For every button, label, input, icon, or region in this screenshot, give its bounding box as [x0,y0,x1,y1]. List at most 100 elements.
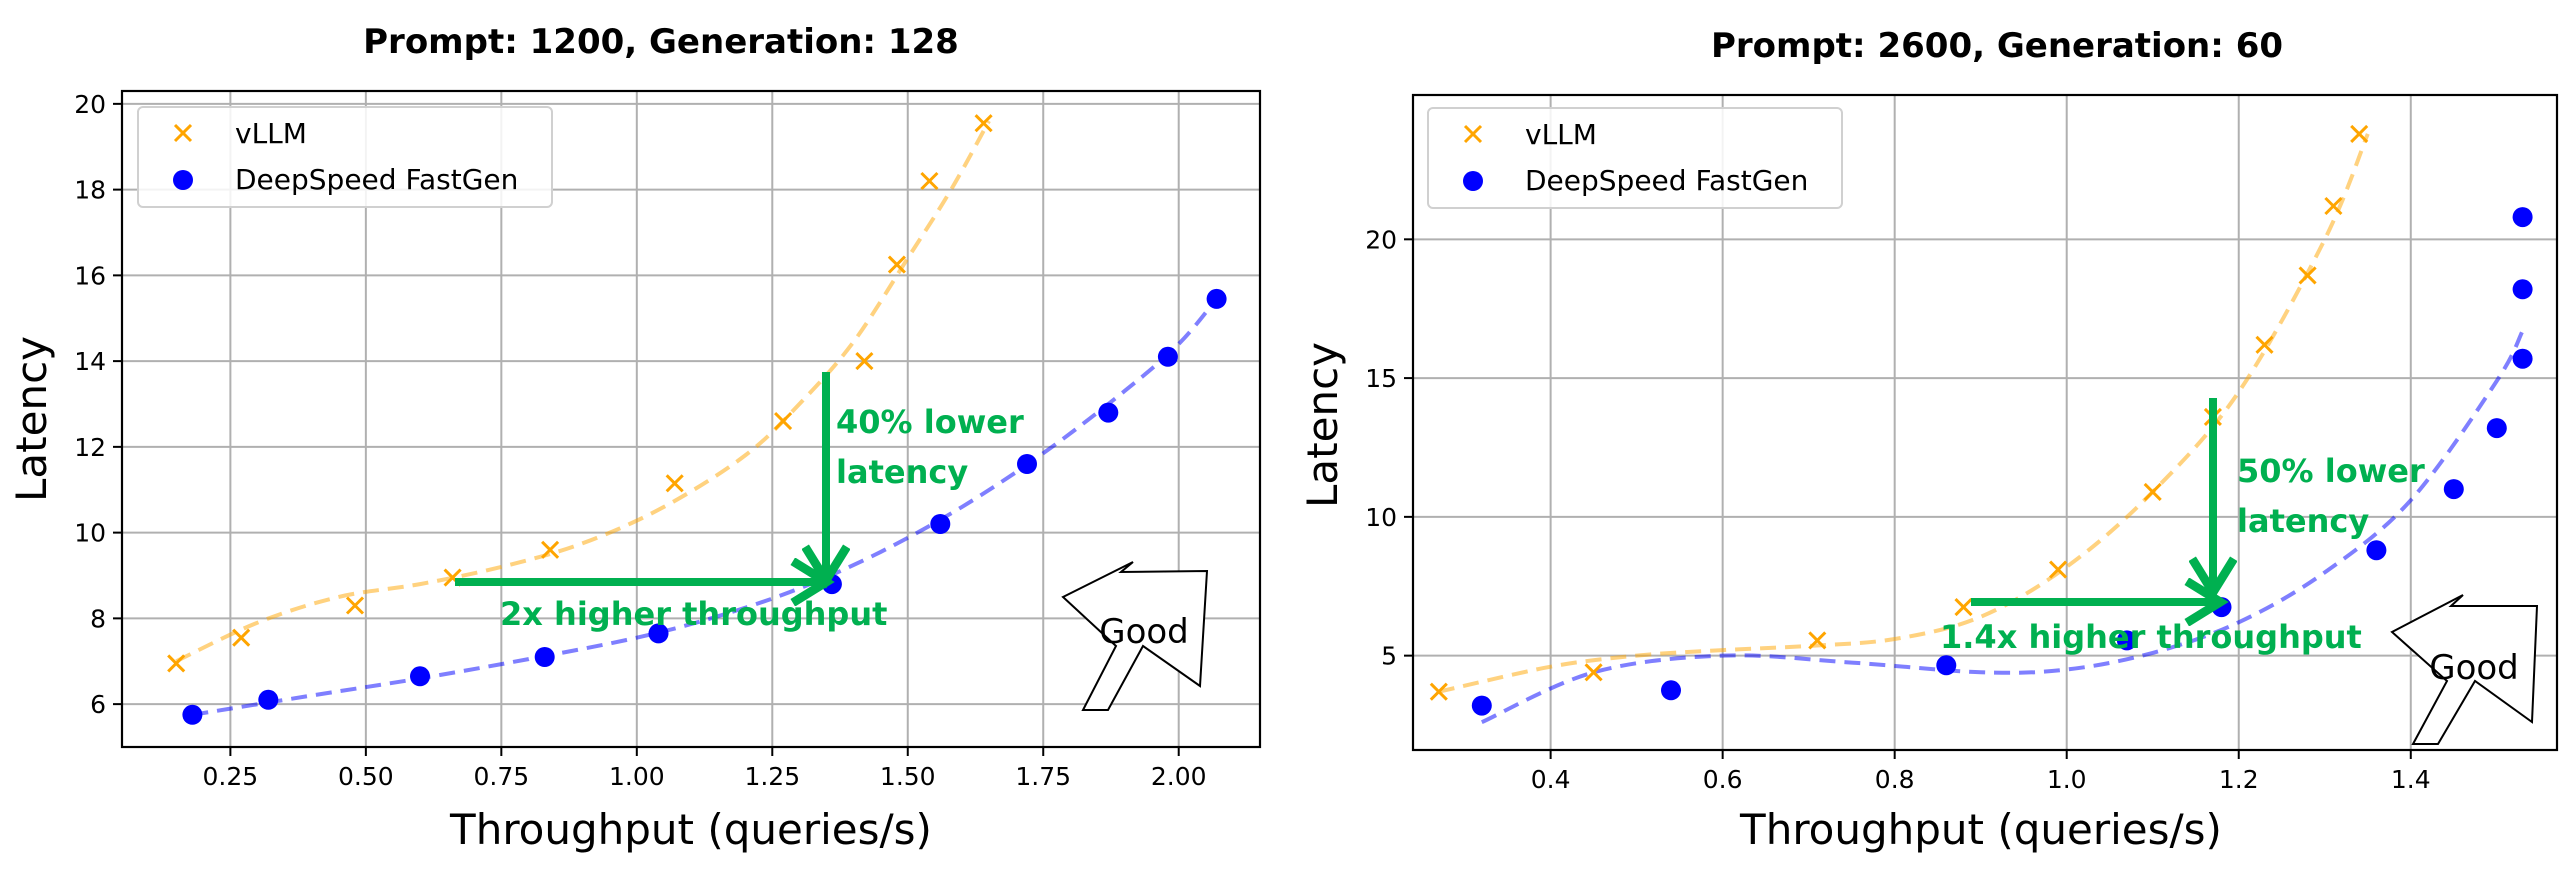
data-points [1429,124,2533,716]
vllm-point [1429,682,1448,701]
vllm-point [345,596,365,615]
vllm-point [887,255,906,274]
vllm-point [2324,196,2343,216]
good-indicator: Good [1061,561,1209,711]
plot-frame [1411,93,2559,752]
deepspeed-fastgen-point [1661,680,1681,701]
y-axis-label: Latency [1298,342,1347,508]
deepspeed-fastgen-point [2512,279,2533,300]
deepspeed-fastgen-point [1206,288,1227,309]
legend-fastgen-label: DeepSpeed FastGen [235,163,518,196]
good-arrow-icon [1061,561,1209,711]
x-tick-label: 0.75 [473,762,529,791]
deepspeed-fastgen-point [534,647,555,667]
legend-fastgen-label: DeepSpeed FastGen [1525,164,1808,197]
y-tick-label: 12 [74,433,106,462]
good-arrow-icon [2390,594,2539,745]
legend-vllm-marker [173,123,193,143]
deepspeed-fastgen-point [1157,346,1178,367]
x-tick-label: 0.50 [338,762,394,791]
fit-lines [1438,133,2525,725]
vllm-point [232,628,251,647]
deepspeed-fastgen-point [648,623,669,644]
legend-box [137,106,553,208]
annotation-latency: 40% lower latency [826,372,1024,578]
x-tick-label: 1.0 [2047,765,2087,794]
y-tick-label: 5 [1381,642,1397,671]
axis-ticks: 0.4 0.6 0.8 1.0 1.2 1.4 5 10 15 20 [1365,225,2430,794]
annotation-throughput: 1.4x higher throughput [1940,602,2362,656]
latency-annotation-line2: latency [836,453,968,491]
vllm-point [1808,631,1827,650]
y-tick-label: 6 [90,690,106,719]
legend-fastgen-marker [1463,171,1483,191]
y-axis-label: Latency [7,336,56,502]
deepspeed-fastgen-point [1471,695,1492,716]
plot-frame [120,89,1262,749]
y-tick-label: 14 [74,347,106,376]
vllm-point [920,171,939,191]
chart-left: Prompt: 1200, Generation: 128 0.25 0.50 0.… [7,22,1262,854]
chart-right: Prompt: 2600, Generation: 60 0.4 0.6 0.8 1.… [1298,26,2559,854]
x-tick-label: 2.00 [1151,762,1207,791]
annotation-throughput: 2x higher throughput [455,582,887,633]
vllm-point [2350,124,2369,143]
vllm-point [855,352,874,371]
vllm-point [774,412,793,431]
legend: vLLM DeepSpeed FastGen [1427,107,1843,209]
x-tick-label: 1.25 [744,762,800,791]
latency-annotation-line1: 40% lower [836,403,1024,441]
y-tick-label: 10 [74,519,106,548]
vllm-point [541,540,560,559]
x-axis-label: Throughput (queries/s) [449,805,932,854]
legend-vllm-marker [1463,124,1483,144]
x-axis-label: Throughput (queries/s) [1739,805,2222,854]
latency-annotation-line1: 50% lower [2237,452,2425,490]
grid [1413,95,2557,750]
y-tick-label: 20 [74,90,106,119]
deepspeed-fastgen-point [2486,418,2507,439]
good-label: Good [2429,648,2519,688]
data-points [167,114,1227,725]
y-tick-label: 15 [1365,364,1397,393]
deepspeed-fastgen-point [182,704,203,725]
vllm-fit-line [1438,133,2370,694]
deepspeed-fastgen-point [1936,655,1957,676]
deepspeed-fastgen-point [930,514,951,534]
legend-vllm-label: vLLM [235,117,307,150]
vllm-point [2255,335,2274,354]
deepspeed-fastgen-point [2512,348,2533,369]
grid [122,91,1260,747]
y-tick-label: 8 [90,604,106,633]
vllm-point [1954,598,1973,617]
vllm-fit-line [175,120,991,664]
deepspeed-fastgen-point [2443,479,2464,500]
deepspeed-fastgen-point [2116,630,2137,651]
annotation-latency: 50% lower latency [2213,398,2425,590]
deepspeed-fastgen-point [258,689,279,710]
good-indicator: Good [2390,594,2539,745]
deepspeed-fastgen-point [2366,540,2387,561]
vllm-point [167,654,186,673]
throughput-annotation: 1.4x higher throughput [1940,618,2362,656]
legend-box [1427,107,1843,209]
x-tick-label: 1.2 [2219,765,2259,794]
chart-title: Prompt: 1200, Generation: 128 [363,22,959,62]
deepspeed-fastgen-point [410,666,430,687]
vllm-point [2143,482,2162,501]
x-tick-label: 0.25 [203,762,259,791]
deepspeed-fastgen-point [1017,454,1037,474]
x-tick-label: 1.00 [609,762,665,791]
x-tick-label: 1.50 [880,762,936,791]
y-tick-label: 18 [74,176,106,205]
deepspeed-fastgen-point [1098,402,1119,423]
vllm-point [1584,663,1603,682]
vllm-point [2049,560,2068,579]
y-tick-label: 16 [74,261,106,290]
legend-fastgen-marker [173,170,193,190]
x-tick-label: 0.4 [1531,765,1571,794]
vllm-point [665,474,684,493]
throughput-annotation: 2x higher throughput [500,595,887,633]
